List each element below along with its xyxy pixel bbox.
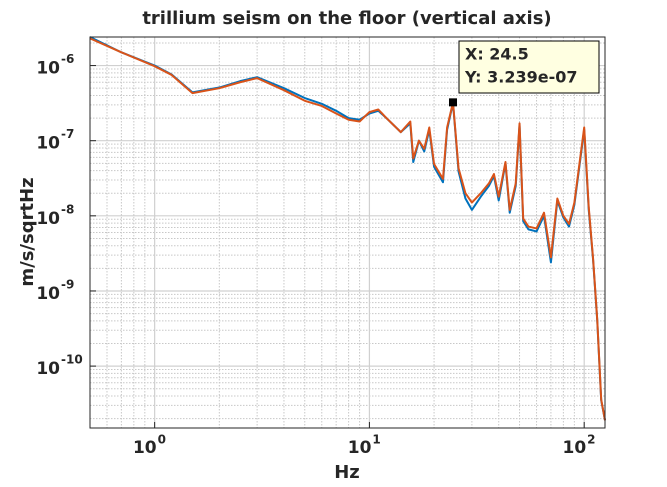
y-tick-exponent: -9	[61, 277, 74, 291]
y-tick-exponent: -6	[61, 52, 74, 66]
y-tick-label: 10	[36, 209, 60, 229]
data-tip-marker	[448, 98, 457, 107]
x-tick-exponent: 2	[587, 433, 595, 447]
y-tick-exponent: -10	[61, 353, 83, 367]
chart-title: trillium seism on the floor (vertical ax…	[142, 8, 551, 29]
y-tick-exponent: -7	[61, 127, 74, 141]
y-tick-label: 10	[36, 134, 60, 154]
data-tip-box	[458, 40, 600, 94]
plot-area	[90, 37, 605, 428]
y-tick-label: 10	[36, 59, 60, 79]
x-tick-label: 10	[348, 438, 372, 458]
y-tick-label: 10	[36, 359, 60, 379]
x-tick-label: 10	[563, 438, 587, 458]
y-tick-exponent: -8	[61, 202, 74, 216]
x-tick-label: 10	[133, 438, 157, 458]
x-tick-exponent: 0	[158, 433, 166, 447]
y-tick-label: 10	[36, 284, 60, 304]
data-tip-x: X: 24.5	[465, 45, 529, 64]
data-tip-y: Y: 3.239e-07	[464, 68, 578, 87]
y-axis-label: m/s/sqrtHz	[17, 177, 38, 286]
x-tick-exponent: 1	[372, 433, 380, 447]
axes-frame	[89, 36, 606, 429]
series-line	[89, 37, 606, 421]
x-axis-label: Hz	[334, 462, 360, 483]
